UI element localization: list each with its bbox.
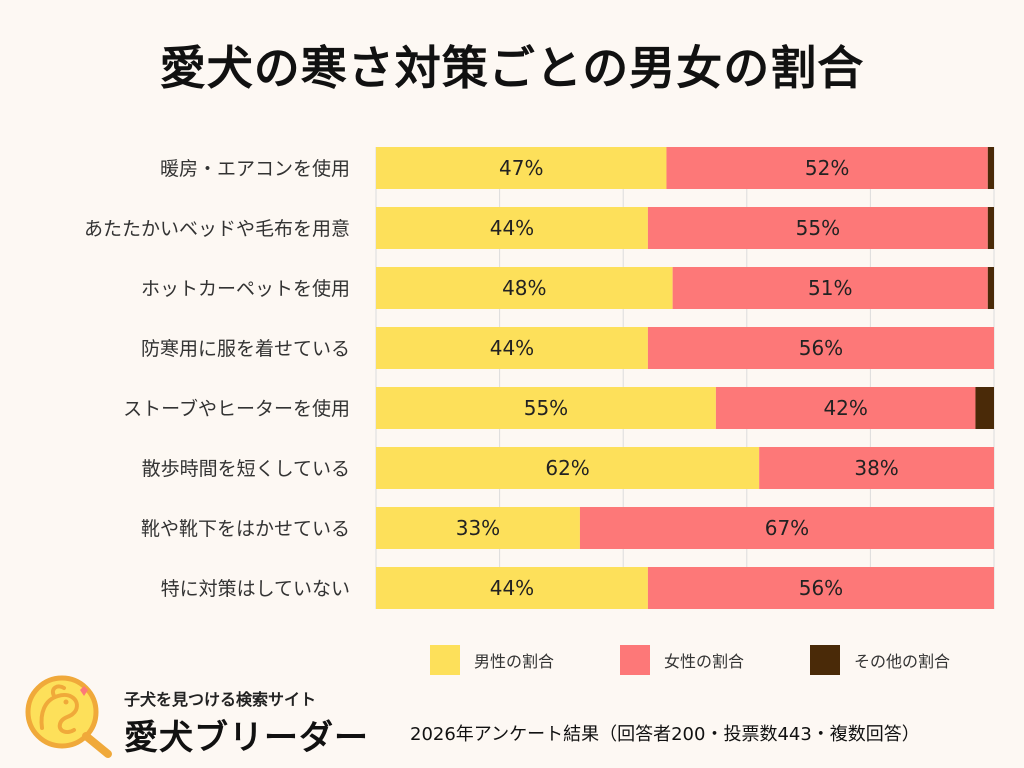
logo-name: 愛犬ブリーダー	[124, 718, 369, 758]
bar-segment-male	[376, 567, 648, 609]
legend-swatch-other	[810, 645, 840, 675]
category-label: ホットカーペットを使用	[141, 278, 350, 300]
value-label: 44%	[490, 216, 534, 240]
bars	[376, 147, 994, 609]
chart-title: 愛犬の寒さ対策ごとの男女の割合	[159, 41, 865, 95]
labels: 暖房・エアコンを使用 47% 52% あたたかいベッドや毛布を用意 44% 55% ホットカ…	[84, 156, 899, 600]
legend-label-male: 男性の割合	[474, 652, 555, 671]
value-label: 52%	[805, 156, 849, 180]
value-label: 38%	[854, 456, 898, 480]
value-label: 33%	[456, 516, 500, 540]
legend: 男性の割合 女性の割合 その他の割合	[430, 643, 1024, 679]
legend-swatch-male	[430, 645, 460, 675]
value-label: 47%	[499, 156, 543, 180]
value-label: 44%	[490, 576, 534, 600]
value-label: 56%	[799, 336, 843, 360]
value-label: 51%	[808, 276, 852, 300]
legend-item-male: 男性の割合	[430, 643, 554, 677]
value-label: 55%	[524, 396, 568, 420]
legend-item-other: その他の割合	[810, 643, 950, 677]
bar-segment-male	[376, 147, 667, 189]
bar-segment-male	[376, 207, 648, 249]
bar-segment-female	[759, 447, 994, 489]
bar-segment-female	[666, 147, 988, 189]
value-label: 55%	[796, 216, 840, 240]
category-label: 防寒用に服を着せている	[141, 338, 350, 360]
legend-item-female: 女性の割合	[620, 643, 744, 677]
category-label: 暖房・エアコンを使用	[160, 158, 350, 180]
legend-swatch-female	[620, 645, 650, 675]
brand-logo: 子犬を見つける検索サイト 愛犬ブリーダー	[14, 670, 368, 760]
category-label: 特に対策はしていない	[161, 578, 350, 600]
bar-segment-male	[376, 387, 716, 429]
category-label: あたたかいベッドや毛布を用意	[84, 218, 350, 240]
dog-logo-icon	[25, 675, 112, 758]
category-label: ストーブやヒーターを使用	[123, 397, 350, 420]
value-label: 67%	[765, 516, 809, 540]
value-label: 42%	[823, 396, 867, 420]
survey-footnote: 2026年アンケート結果（回答者200・投票数443・複数回答）	[410, 724, 920, 745]
bar-segment-other	[987, 147, 994, 189]
value-label: 48%	[502, 276, 546, 300]
bar-segment-other	[987, 267, 994, 309]
bar-segment-male	[376, 267, 673, 309]
bar-segment-other	[987, 207, 994, 249]
bar-segment-female	[579, 507, 994, 549]
category-label: 散歩時間を短くしている	[142, 458, 350, 480]
stacked-bar-chart: 暖房・エアコンを使用 47% 52% あたたかいベッドや毛布を用意 44% 55% ホットカ…	[84, 147, 995, 609]
value-label: 56%	[799, 576, 843, 600]
bar-segment-female	[647, 207, 988, 249]
bar-segment-male	[376, 507, 580, 549]
bar-segment-female	[647, 327, 994, 369]
bar-segment-female	[647, 567, 994, 609]
bar-segment-male	[376, 327, 648, 369]
category-label: 靴や靴下をはかせている	[141, 518, 350, 540]
bar-segment-male	[376, 447, 760, 489]
bar-segment-other	[975, 387, 994, 429]
value-label: 44%	[490, 336, 534, 360]
value-label: 62%	[545, 456, 589, 480]
legend-label-other: その他の割合	[854, 652, 951, 671]
bar-segment-female	[715, 387, 976, 429]
logo-tagline: 子犬を見つける検索サイト	[124, 690, 317, 709]
bar-segment-female	[672, 267, 988, 309]
legend-label-female: 女性の割合	[664, 652, 745, 671]
